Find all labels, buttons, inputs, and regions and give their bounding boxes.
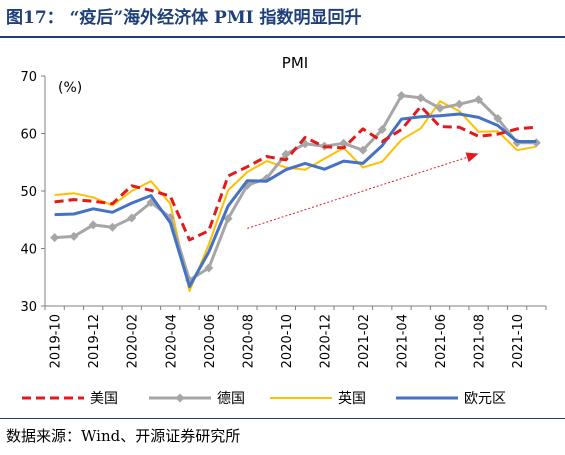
x-tick-label: 2019-10 xyxy=(49,314,64,368)
x-tick-label: 2020-06 xyxy=(203,314,218,368)
trend-arrow-head xyxy=(465,152,479,163)
x-tick-label: 2021-08 xyxy=(473,314,488,368)
figure-title: 图17： “疫后”海外经济体 PMI 指数明显回升 xyxy=(6,8,362,28)
legend-label: 美国 xyxy=(90,391,118,407)
x-tick-label: 2019-12 xyxy=(87,314,102,368)
series-marker xyxy=(416,93,426,103)
series-marker xyxy=(50,233,60,243)
y-tick-label: 60 xyxy=(20,128,37,143)
x-tick-label: 2020-08 xyxy=(241,314,256,368)
source-note: 数据来源：Wind、开源证券研究所 xyxy=(6,427,241,445)
x-tick-label: 2021-06 xyxy=(434,314,449,368)
legend: 美国 德国 英国 欧元区 xyxy=(22,390,506,407)
series-marker xyxy=(358,145,368,155)
legend-item-英国: 英国 xyxy=(270,390,366,407)
series-line-欧元区 xyxy=(54,112,537,288)
y-tick-label: 40 xyxy=(20,243,37,258)
series-marker xyxy=(107,222,117,232)
title-rule xyxy=(0,36,565,38)
legend-item-美国: 美国 xyxy=(22,391,118,407)
y-tick-label: 50 xyxy=(20,185,37,200)
legend-item-德国: 德国 xyxy=(149,391,245,407)
series-layer xyxy=(50,91,541,292)
legend-marker xyxy=(175,393,185,403)
y-axis-label: (%) xyxy=(58,80,82,96)
series-marker xyxy=(204,263,214,273)
source-rule xyxy=(0,418,565,419)
legend-label: 德国 xyxy=(217,391,245,407)
series-marker xyxy=(474,95,484,105)
legend-label: 欧元区 xyxy=(464,391,506,407)
series-marker xyxy=(396,91,406,101)
series-marker xyxy=(435,103,445,113)
series-marker xyxy=(454,99,464,109)
series-marker xyxy=(377,124,387,134)
x-tick-label: 2021-04 xyxy=(395,314,410,368)
trend-arrow-line xyxy=(247,153,479,229)
annotation-layer xyxy=(247,152,479,229)
x-tick-label: 2020-10 xyxy=(280,314,295,368)
x-tick-label: 2020-04 xyxy=(164,314,179,368)
series-marker xyxy=(69,231,79,241)
series-marker xyxy=(88,220,98,230)
series-marker xyxy=(127,213,137,223)
series-line-英国 xyxy=(54,100,537,292)
x-tick-label: 2021-10 xyxy=(511,314,526,368)
y-tick-label: 30 xyxy=(20,300,37,315)
series-marker xyxy=(339,138,349,148)
x-tick-label: 2021-02 xyxy=(357,314,372,368)
y-tick-label: 70 xyxy=(20,70,37,85)
axes: 30 40 50 60 70 2019-10 2019-12 2020-02 2020-04 20… xyxy=(20,70,547,368)
series-marker xyxy=(493,114,503,124)
series-line-美国 xyxy=(54,105,537,242)
series-line-德国 xyxy=(54,94,537,282)
chart-title: PMI xyxy=(282,54,308,72)
series-marker xyxy=(223,214,233,224)
legend-label: 英国 xyxy=(338,390,366,407)
series-marker xyxy=(281,149,291,159)
x-tick-label: 2020-12 xyxy=(318,314,333,368)
legend-item-欧元区: 欧元区 xyxy=(396,391,506,407)
x-tick-label: 2020-02 xyxy=(126,314,141,368)
pmi-line-chart: PMI (%) 30 40 50 60 70 2019-10 2019-12 2020-02 2… xyxy=(20,54,547,407)
